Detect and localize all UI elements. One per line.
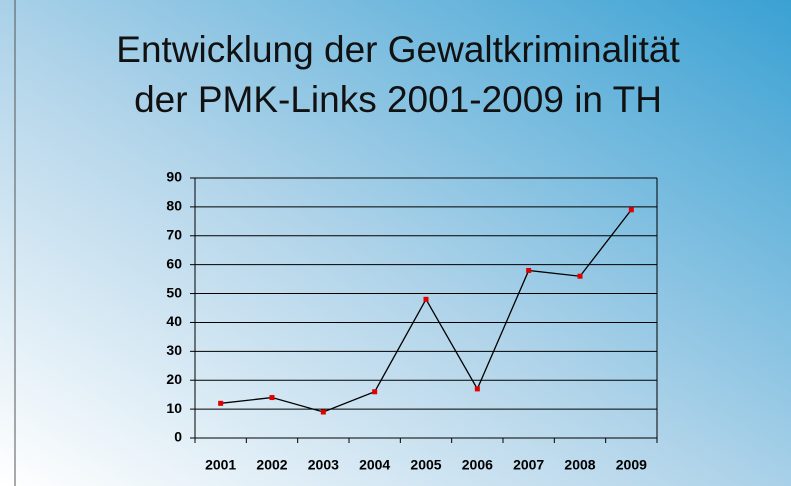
chart-title: Entwicklung der Gewaltkriminalität: [116, 29, 680, 70]
y-tick-label: 20: [166, 371, 182, 387]
y-tick-label: 10: [166, 400, 182, 416]
x-tick-label: 2001: [205, 457, 236, 473]
marker: [628, 207, 634, 213]
x-tick-label: 2002: [256, 457, 287, 473]
y-tick-label: 90: [166, 169, 182, 185]
marker: [474, 386, 480, 392]
chart-title: der PMK-Links 2001-2009 in TH: [134, 79, 662, 120]
marker: [423, 296, 429, 302]
marker: [372, 389, 378, 395]
y-tick-label: 60: [166, 255, 182, 271]
y-tick-label: 80: [166, 198, 182, 214]
x-tick-label: 2005: [410, 457, 441, 473]
y-tick-label: 30: [166, 342, 182, 358]
y-tick-label: 50: [166, 284, 182, 300]
x-tick-label: 2003: [308, 457, 339, 473]
marker: [577, 273, 583, 279]
x-tick-label: 2006: [462, 457, 493, 473]
x-tick-label: 2004: [359, 457, 390, 473]
marker: [218, 400, 224, 406]
y-tick-label: 40: [166, 313, 182, 329]
x-tick-label: 2008: [564, 457, 595, 473]
x-tick-label: 2007: [513, 457, 544, 473]
y-tick-label: 70: [166, 226, 182, 242]
marker: [320, 409, 326, 415]
marker: [269, 395, 275, 401]
marker: [526, 267, 532, 273]
y-tick-label: 0: [174, 429, 182, 445]
x-tick-label: 2009: [616, 457, 647, 473]
